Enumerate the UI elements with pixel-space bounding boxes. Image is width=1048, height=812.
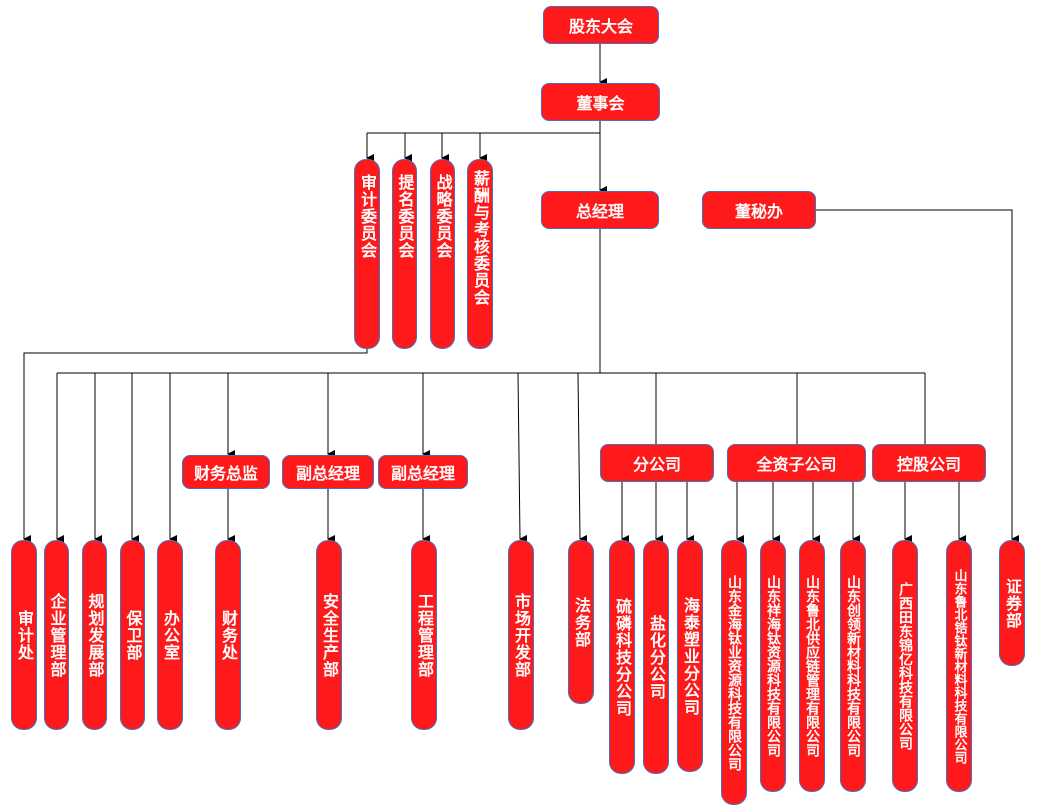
node-holding-company: 广西田东锦亿科技有限公司 xyxy=(892,540,918,792)
node-label: 山东金海钛业资源科技有限公司 xyxy=(726,574,742,771)
node-label: 全资子公司 xyxy=(756,455,837,474)
node-board-secretary-office: 董秘办 xyxy=(702,191,816,229)
node-label: 审计处 xyxy=(15,609,34,661)
node-cfo: 财务总监 xyxy=(182,455,270,489)
node-label: 山东鲁北锆钛新材料科技有限公司 xyxy=(951,568,967,764)
node-label: 审计委员会 xyxy=(358,174,377,259)
node-label: 董事会 xyxy=(576,94,625,113)
node-label: 山东鲁北供应链管理有限公司 xyxy=(804,575,820,757)
node-label: 山东创领新材料科技有限公司 xyxy=(845,575,861,757)
node-subsidiary: 山东金海钛业资源科技有限公司 xyxy=(721,540,747,805)
node-label: 规划发展部 xyxy=(85,592,105,678)
node-department: 证券部 xyxy=(999,540,1025,666)
node-label: 战略委员会 xyxy=(433,174,453,259)
node-label: 硫磷科技分公司 xyxy=(613,597,632,717)
node-department: 企业管理部 xyxy=(44,540,69,730)
node-label: 副总经理 xyxy=(390,464,455,483)
node-subsidiary: 山东祥海钛资源科技有限公司 xyxy=(760,540,786,792)
node-vice-gm: 副总经理 xyxy=(378,455,468,489)
node-wholly-owned: 全资子公司 xyxy=(727,444,866,482)
node-department: 规划发展部 xyxy=(82,540,107,730)
node-branches: 分公司 xyxy=(600,444,714,482)
node-label: 证券部 xyxy=(1003,577,1022,629)
node-label: 安全生产部 xyxy=(320,592,339,678)
node-label: 市场开发部 xyxy=(512,592,531,678)
node-label: 总经理 xyxy=(575,202,624,221)
node-label: 分公司 xyxy=(632,455,681,474)
node-label: 广西田东锦亿科技有限公司 xyxy=(897,582,913,750)
node-general-manager: 总经理 xyxy=(541,191,659,229)
node-department: 安全生产部 xyxy=(316,540,342,730)
node-department: 审计处 xyxy=(11,540,37,730)
node-branch-company: 硫磷科技分公司 xyxy=(609,540,635,774)
node-department: 市场开发部 xyxy=(508,540,534,730)
node-subsidiary: 山东创领新材料科技有限公司 xyxy=(840,540,866,792)
node-label: 山东祥海钛资源科技有限公司 xyxy=(765,575,781,757)
node-committee: 提名委员会 xyxy=(392,159,417,349)
node-department: 办公室 xyxy=(157,540,183,730)
node-label: 控股公司 xyxy=(896,455,961,474)
node-label: 副总经理 xyxy=(295,464,360,483)
node-label: 工程管理部 xyxy=(415,592,434,678)
node-label: 财务处 xyxy=(219,609,238,661)
node-board: 董事会 xyxy=(541,83,660,121)
node-committee: 战略委员会 xyxy=(430,159,455,349)
node-label: 财务总监 xyxy=(193,464,258,483)
node-label: 法务部 xyxy=(572,596,591,648)
node-label: 股东大会 xyxy=(568,17,633,36)
node-label: 企业管理部 xyxy=(47,592,67,678)
node-department: 保卫部 xyxy=(120,540,145,730)
node-label: 办公室 xyxy=(161,609,180,661)
node-department: 工程管理部 xyxy=(411,540,437,730)
node-branch-company: 海泰塑业分公司 xyxy=(677,540,703,772)
node-label: 盐化分公司 xyxy=(647,614,666,700)
node-department: 法务部 xyxy=(568,540,594,704)
node-committee: 薪酬与考核委员会 xyxy=(467,159,493,349)
node-label: 提名委员会 xyxy=(395,174,415,259)
node-committee: 审计委员会 xyxy=(354,159,380,349)
node-shareholders-meeting: 股东大会 xyxy=(543,6,659,44)
node-label: 海泰塑业分公司 xyxy=(681,596,700,716)
node-label: 保卫部 xyxy=(123,609,143,661)
node-department: 财务处 xyxy=(215,540,241,730)
node-branch-company: 盐化分公司 xyxy=(643,540,669,774)
node-holding: 控股公司 xyxy=(872,444,986,482)
node-holding-company: 山东鲁北锆钛新材料科技有限公司 xyxy=(946,540,972,792)
node-label: 董秘办 xyxy=(734,202,783,221)
node-label: 薪酬与考核委员会 xyxy=(471,170,490,306)
node-subsidiary: 山东鲁北供应链管理有限公司 xyxy=(799,540,825,792)
node-vice-gm: 副总经理 xyxy=(282,455,374,489)
